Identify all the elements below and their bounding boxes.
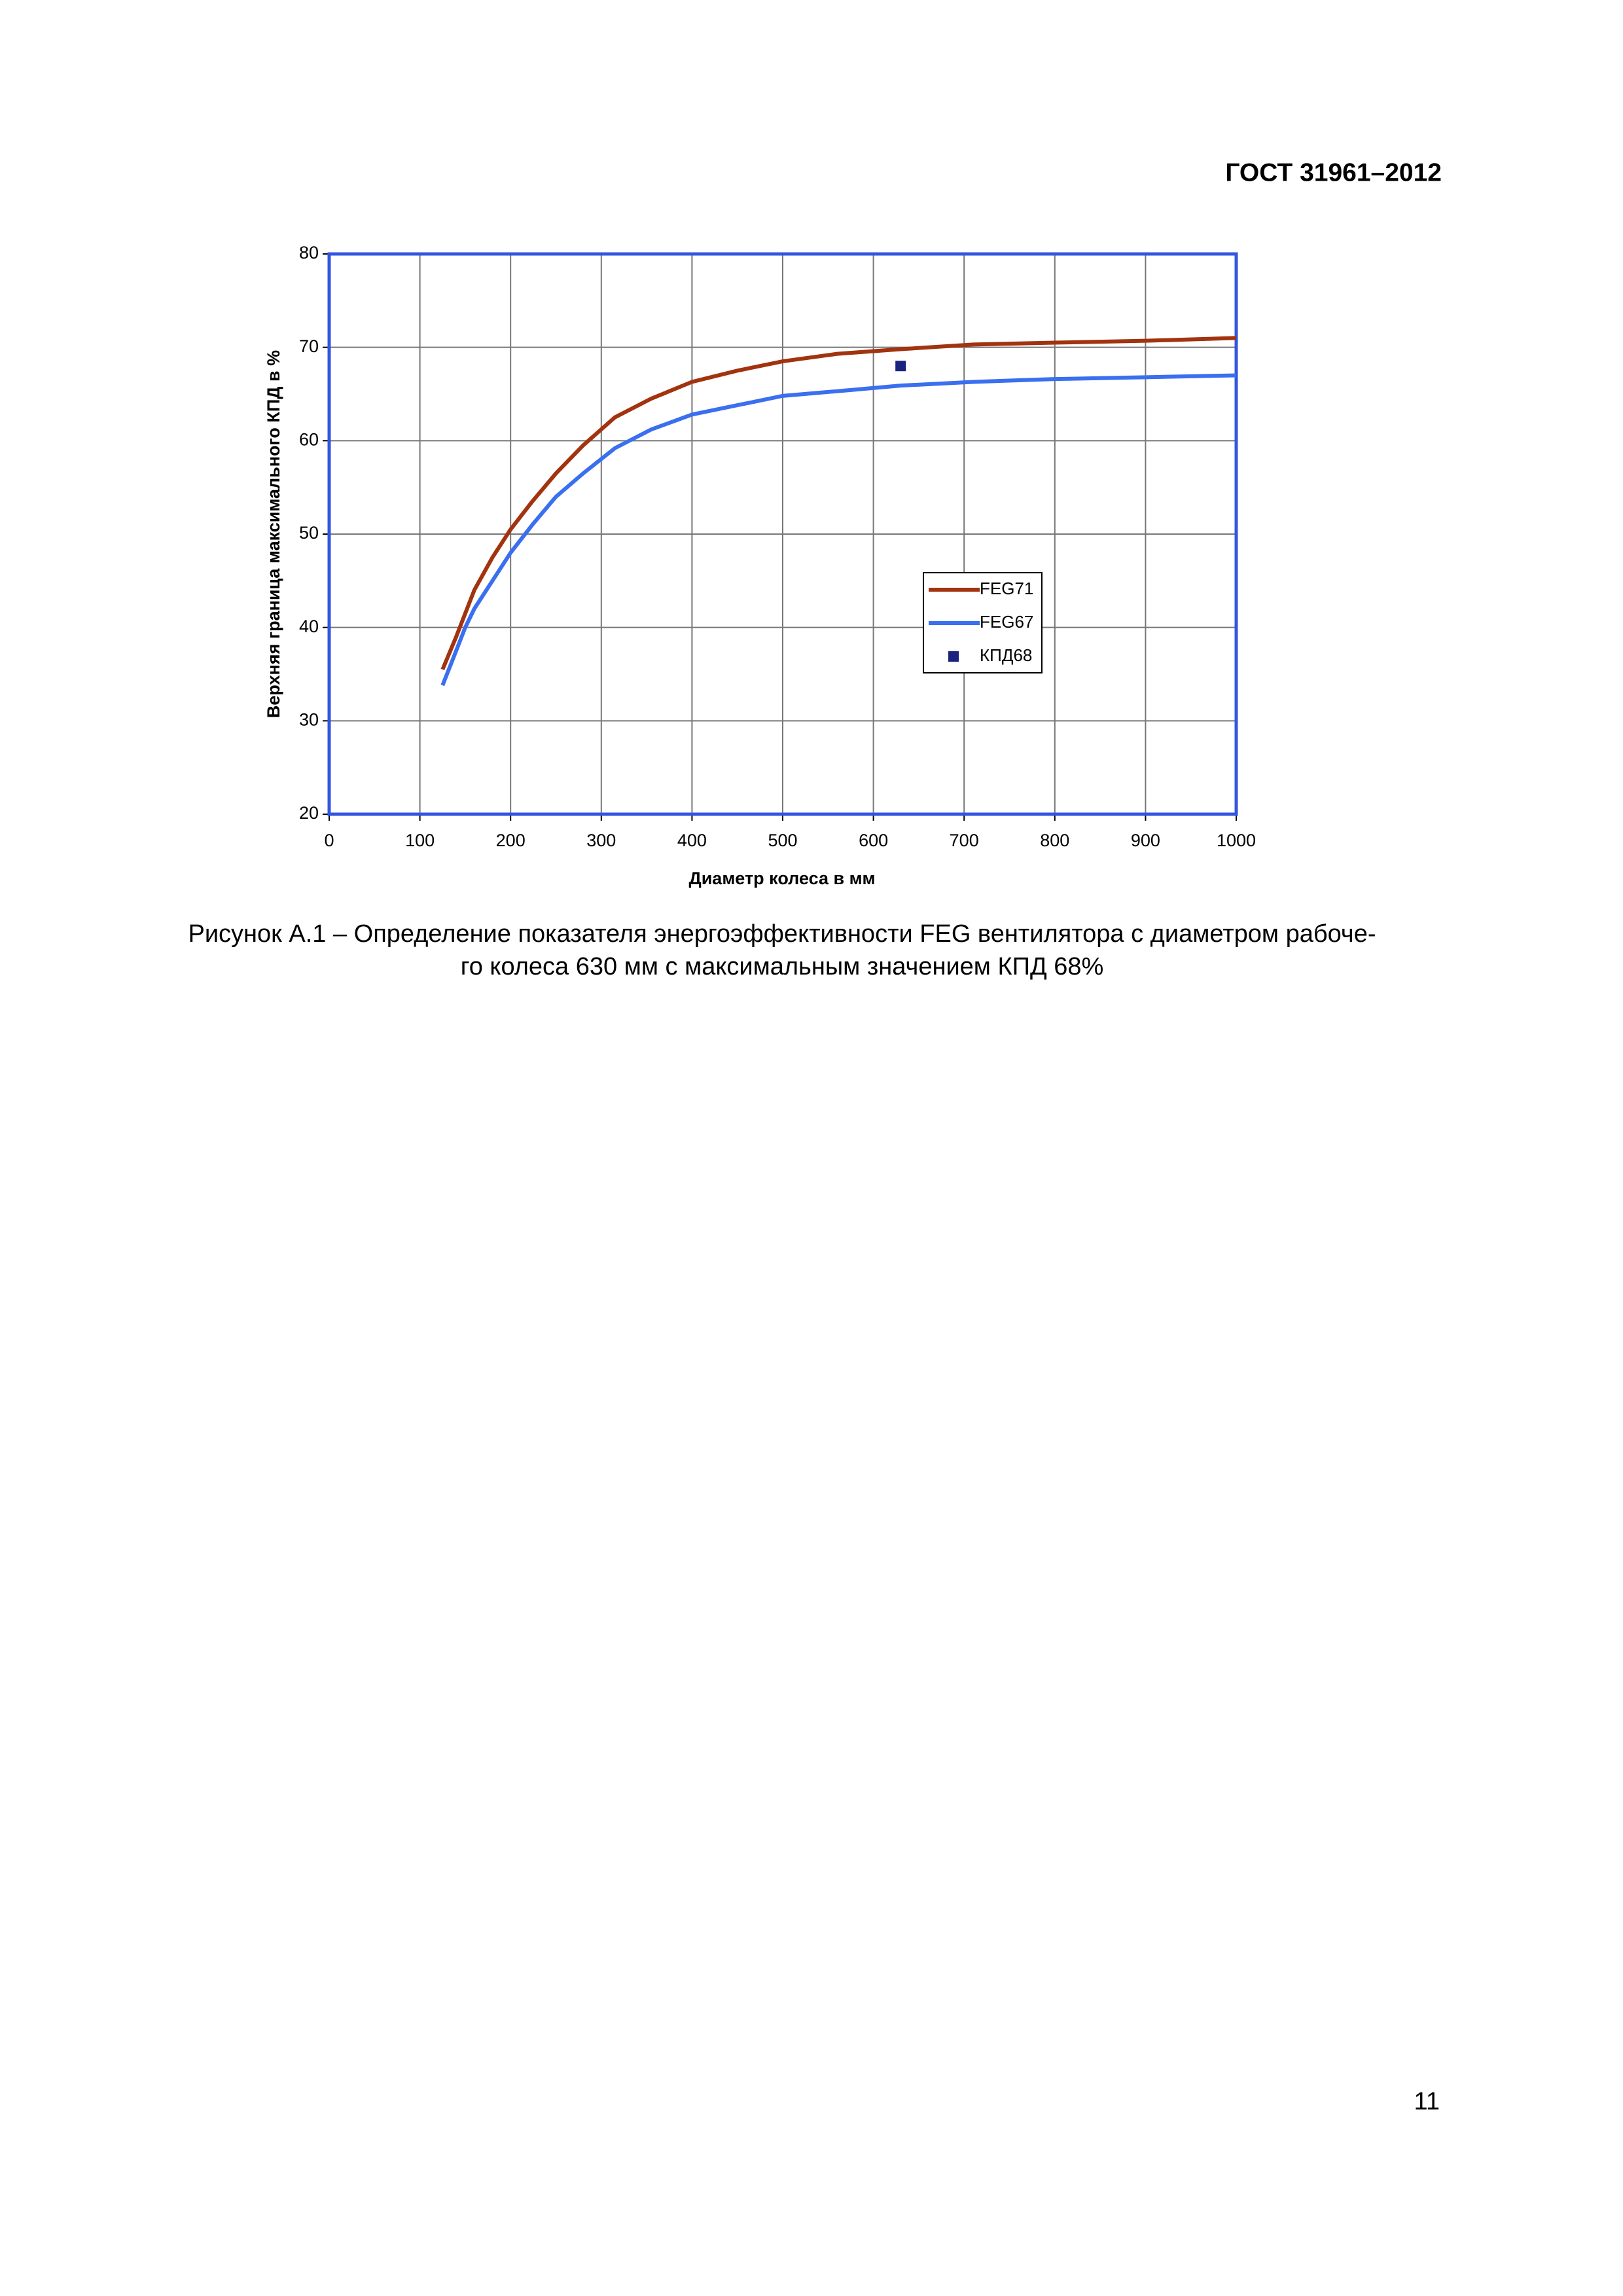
y-tick-label: 20 bbox=[299, 803, 319, 823]
x-axis-title: Диаметр колеса в мм bbox=[688, 869, 875, 888]
y-tick-label: 30 bbox=[299, 709, 319, 729]
x-tick-label: 900 bbox=[1131, 831, 1160, 850]
page-number: 11 bbox=[1414, 2088, 1440, 2115]
y-tick-label: 80 bbox=[299, 243, 319, 262]
header: ГОСТ 31961–2012 bbox=[1225, 158, 1442, 187]
x-tick-label: 300 bbox=[586, 831, 616, 850]
y-tick-label: 50 bbox=[299, 523, 319, 543]
x-tick-label: 600 bbox=[859, 831, 888, 850]
caption-line: Рисунок А.1 – Определение показателя эне… bbox=[188, 920, 1376, 948]
x-tick-label: 700 bbox=[950, 831, 979, 850]
legend-swatch bbox=[948, 651, 959, 662]
x-tick-label: 1000 bbox=[1217, 831, 1256, 850]
y-tick-label: 70 bbox=[299, 336, 319, 356]
legend-label: FEG71 bbox=[980, 579, 1033, 598]
plot-frame bbox=[327, 252, 1238, 816]
caption-line: го колеса 630 мм с максимальным значение… bbox=[461, 953, 1104, 980]
legend-label: КПД68 bbox=[980, 645, 1032, 665]
y-axis-title: Верхняя граница максимального КПД в % bbox=[264, 350, 283, 718]
x-tick-label: 100 bbox=[405, 831, 435, 850]
y-tick-label: 60 bbox=[299, 429, 319, 449]
x-tick-label: 400 bbox=[677, 831, 707, 850]
data-line bbox=[440, 336, 1237, 671]
y-tick-label: 40 bbox=[299, 617, 319, 636]
x-tick-label: 500 bbox=[768, 831, 797, 850]
data-point bbox=[895, 361, 906, 372]
legend-label: FEG67 bbox=[980, 612, 1033, 632]
x-tick-label: 0 bbox=[324, 831, 334, 850]
x-tick-label: 200 bbox=[496, 831, 526, 850]
x-tick-label: 800 bbox=[1040, 831, 1069, 850]
data-line bbox=[440, 373, 1237, 687]
